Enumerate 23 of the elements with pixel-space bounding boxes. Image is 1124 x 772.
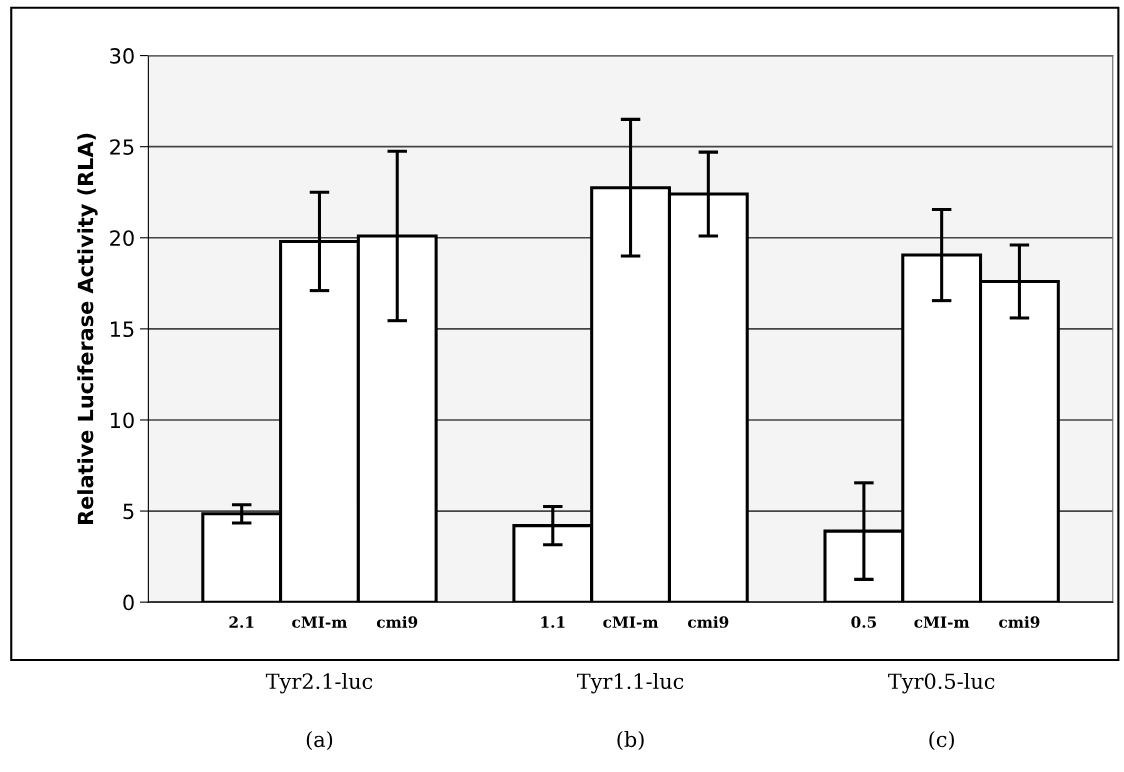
- x-tick-label: cmi9: [688, 616, 729, 628]
- x-tick-label: cMI-m: [914, 616, 970, 628]
- y-tick-label: 5: [123, 503, 134, 520]
- y-tick-label: 15: [110, 321, 134, 338]
- y-tick-label: 0: [123, 594, 134, 611]
- x-tick-label: 2.1: [229, 616, 254, 628]
- text: (c): [929, 731, 954, 751]
- text: Tyr2.1-luc: [265, 672, 373, 694]
- x-tick-label: cMI-m: [292, 616, 348, 628]
- text: (b): [617, 731, 644, 751]
- x-tick-label: cmi9: [376, 616, 418, 628]
- text: (a): [306, 731, 333, 751]
- y-axis-title: Relative Luciferase Activity (RLA): [77, 133, 98, 524]
- x-tick-label: cMI-m: [603, 616, 659, 628]
- y-tick-label: 10: [110, 412, 134, 429]
- text: Tyr1.1-luc: [577, 672, 684, 694]
- text: Tyr0.5-luc: [888, 672, 995, 694]
- y-tick-label: 25: [110, 139, 134, 155]
- x-tick-label: cmi9: [999, 616, 1040, 628]
- y-tick-label: 20: [110, 230, 134, 246]
- x-tick-label: 1.1: [541, 616, 565, 628]
- x-tick-label: 0.5: [851, 616, 877, 628]
- y-tick-label: 30: [110, 48, 134, 64]
